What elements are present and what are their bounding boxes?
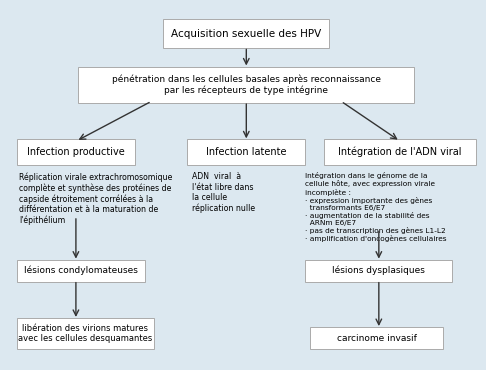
FancyBboxPatch shape: [17, 260, 144, 282]
Text: ADN  viral  à
l'état libre dans
la cellule
réplication nulle: ADN viral à l'état libre dans la cellule…: [192, 172, 255, 213]
Text: Intégration de l'ADN viral: Intégration de l'ADN viral: [338, 147, 462, 158]
Text: lésions dysplasiques: lésions dysplasiques: [332, 266, 425, 275]
FancyBboxPatch shape: [17, 139, 135, 165]
Text: Intégration dans le génome de la
cellule hôte, avec expression virale
incomplète: Intégration dans le génome de la cellule…: [306, 172, 447, 242]
FancyBboxPatch shape: [163, 19, 329, 48]
Text: pénétration dans les cellules basales après reconnaissance
par les récepteurs de: pénétration dans les cellules basales ap…: [112, 74, 381, 95]
FancyBboxPatch shape: [310, 327, 443, 349]
Text: carcinome invasif: carcinome invasif: [336, 334, 417, 343]
Text: Infection latente: Infection latente: [206, 147, 287, 157]
Text: Réplication virale extrachromosomique
complète et synthèse des protéines de
caps: Réplication virale extrachromosomique co…: [19, 172, 173, 225]
Text: lésions condylomateuses: lésions condylomateuses: [24, 266, 138, 275]
FancyBboxPatch shape: [78, 67, 415, 103]
FancyBboxPatch shape: [306, 260, 452, 282]
Text: libération des virions matures
avec les cellules desquamantes: libération des virions matures avec les …: [18, 324, 153, 343]
FancyBboxPatch shape: [187, 139, 306, 165]
Text: Acquisition sexuelle des HPV: Acquisition sexuelle des HPV: [171, 29, 321, 39]
Text: Infection productive: Infection productive: [27, 147, 125, 157]
FancyBboxPatch shape: [324, 139, 476, 165]
FancyBboxPatch shape: [17, 318, 154, 349]
